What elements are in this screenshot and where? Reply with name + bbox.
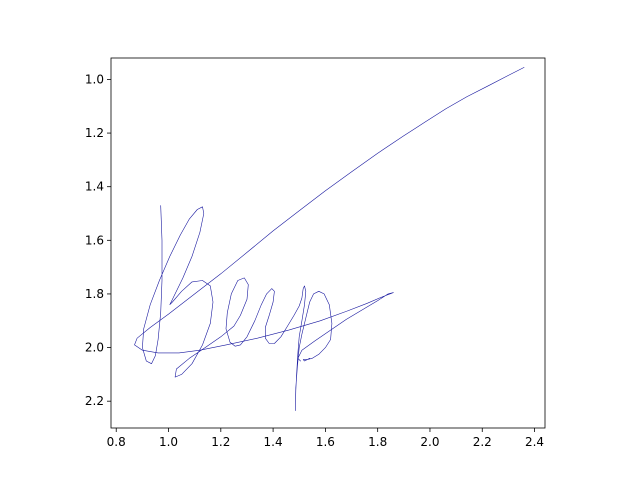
plot-frame: [110, 57, 546, 429]
y-tick-label: 1.2: [85, 126, 104, 140]
x-tick-label: 1.2: [211, 435, 230, 449]
y-tick-label: 1.0: [85, 72, 104, 86]
y-tick-label: 1.8: [85, 287, 104, 301]
y-tick-label: 1.6: [85, 233, 104, 247]
y-tick-label: 1.4: [85, 180, 104, 194]
x-axis: 0.8 1.0 1.2 1.4 1.6 1.8 2.0 2.2 2.4: [107, 428, 544, 449]
x-tick-label: 2.0: [420, 435, 439, 449]
x-tick-label: 0.8: [107, 435, 126, 449]
x-tick-label: 2.2: [473, 435, 492, 449]
x-tick-label: 1.4: [264, 435, 283, 449]
x-tick-label: 2.4: [525, 435, 544, 449]
series-layer: [134, 67, 525, 411]
plot-area: [111, 58, 545, 428]
x-tick-label: 1.6: [316, 435, 335, 449]
x-tick-label: 1.8: [368, 435, 387, 449]
y-axis: 1.0 1.2 1.4 1.6 1.8 2.0 2.2: [85, 72, 111, 408]
x-tick-label: 1.0: [159, 435, 178, 449]
y-tick-label: 2.0: [85, 341, 104, 355]
signature-stroke-1: [142, 205, 333, 411]
y-tick-label: 2.2: [85, 394, 104, 408]
signature-stroke-2: [134, 67, 525, 362]
